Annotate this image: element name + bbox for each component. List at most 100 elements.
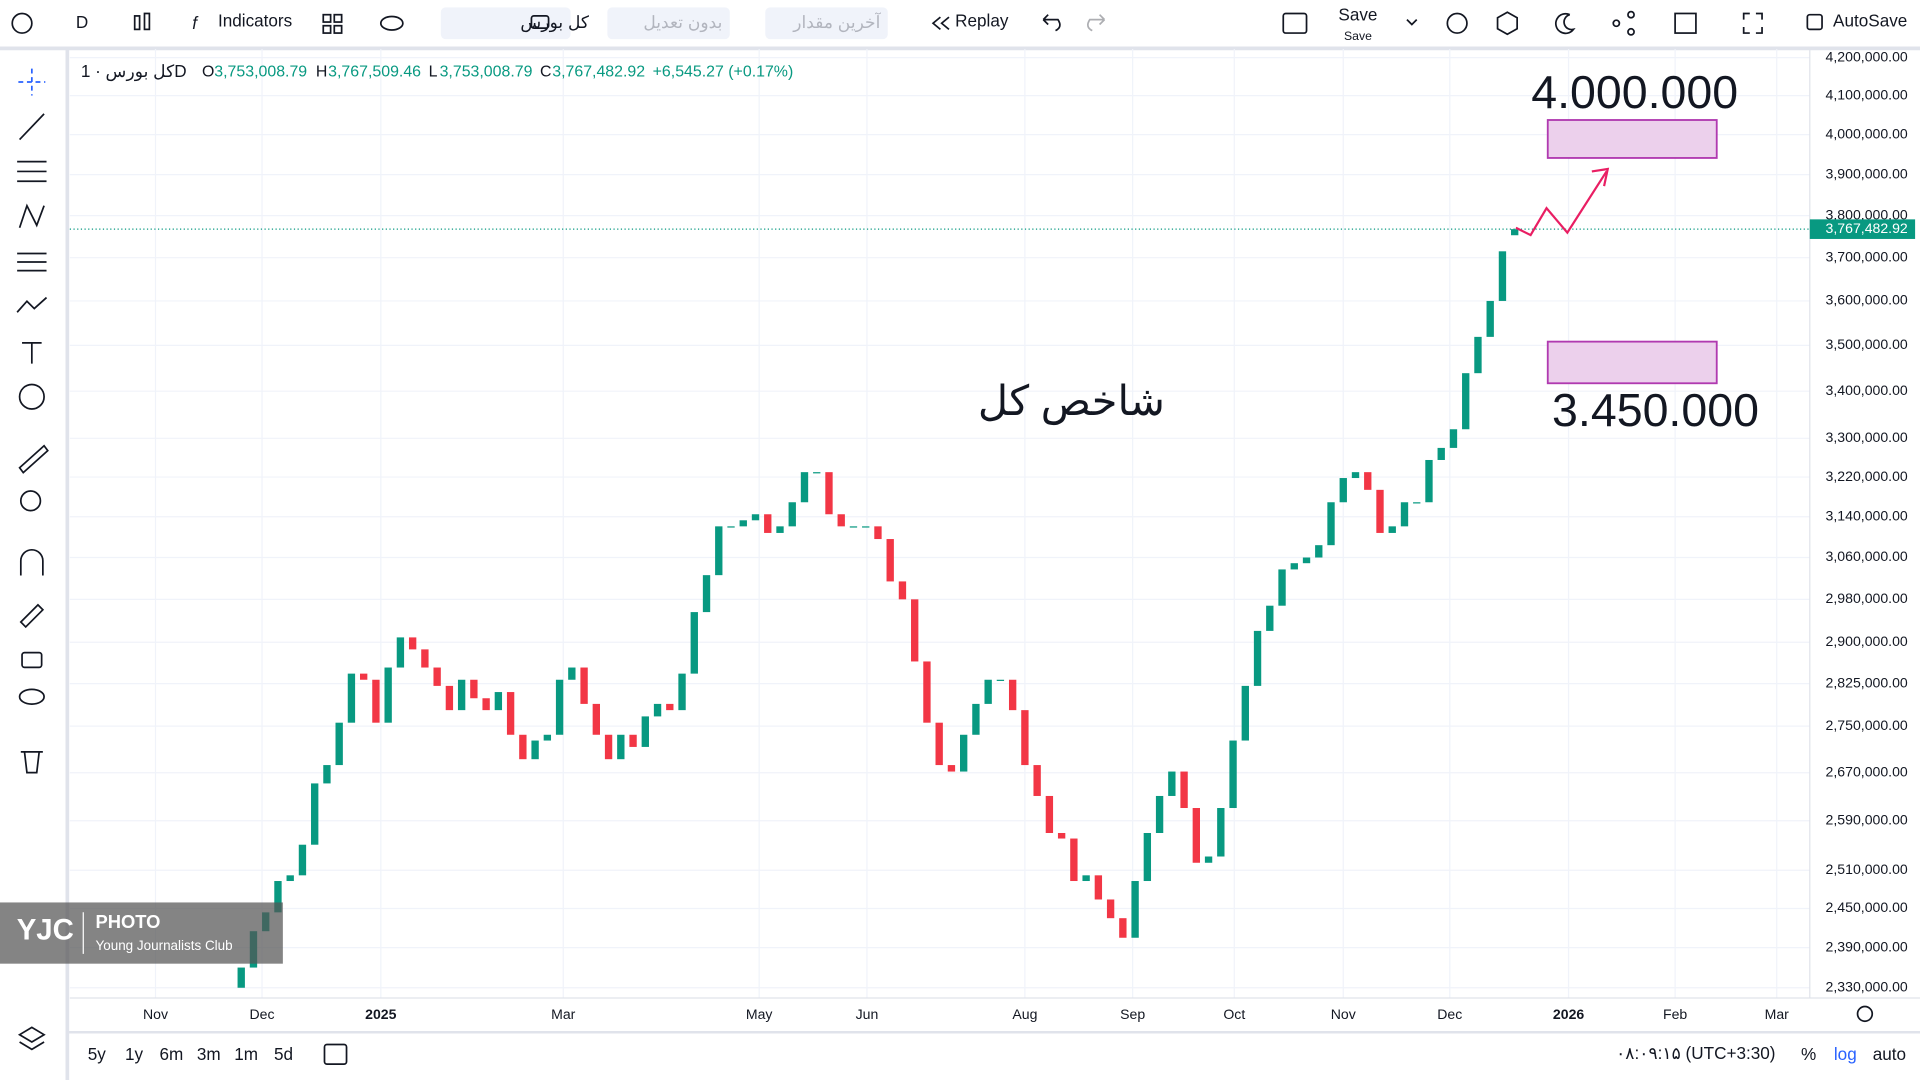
pattern-tool[interactable] [18, 203, 45, 229]
zoom-tool[interactable] [19, 490, 42, 512]
candle [592, 703, 600, 735]
save-button[interactable]: Save [1338, 4, 1377, 24]
candle [531, 740, 539, 760]
delete-tool[interactable] [20, 750, 43, 774]
visibility-icon[interactable] [379, 15, 404, 31]
share-button[interactable] [1612, 10, 1635, 36]
range-button[interactable]: 1y [125, 1044, 144, 1064]
percent-toggle[interactable]: % [1801, 1044, 1816, 1064]
candle [1437, 447, 1445, 460]
candle [1498, 251, 1507, 301]
candle [960, 734, 968, 772]
object-tree[interactable] [17, 1026, 46, 1051]
snapshot-button[interactable] [1674, 12, 1697, 34]
x-tick-label: Dec [250, 1006, 275, 1022]
log-toggle[interactable]: log [1834, 1044, 1857, 1064]
auto-toggle[interactable]: auto [1873, 1044, 1906, 1064]
save-menu[interactable] [1406, 18, 1418, 26]
range-button[interactable]: 5d [274, 1044, 293, 1064]
redo-button[interactable] [1086, 14, 1106, 32]
adjustment-select[interactable]: بدون تعدیل [643, 12, 722, 33]
fib-tool[interactable] [17, 160, 47, 183]
candle [1364, 472, 1372, 490]
candle [727, 526, 735, 528]
autosave-label: AutoSave [1833, 11, 1907, 31]
settings-button[interactable] [1496, 11, 1518, 36]
candle [1008, 679, 1017, 711]
candle [874, 526, 882, 540]
candle [1425, 459, 1433, 503]
candle [1413, 502, 1421, 504]
autosave-checkbox[interactable] [1806, 13, 1823, 31]
price-source-box[interactable] [765, 7, 888, 40]
replay-button[interactable]: Replay [955, 11, 1009, 31]
candle [923, 661, 931, 723]
magnet-tool[interactable] [19, 549, 44, 576]
support-box[interactable] [1546, 340, 1718, 385]
crosshair-tool[interactable] [18, 68, 46, 96]
text-tool[interactable] [22, 342, 42, 364]
legend-o: O [202, 63, 214, 80]
candle [788, 502, 796, 527]
lock-tool[interactable] [21, 651, 43, 669]
x-tick-label: Feb [1663, 1006, 1687, 1022]
add-symbol-icon[interactable] [11, 12, 33, 34]
projection-arrow[interactable] [1515, 170, 1608, 237]
range-button[interactable]: 5y [88, 1044, 107, 1064]
prediction-tool[interactable] [16, 296, 48, 313]
legend-symbol: کل بورس · 1D [81, 61, 187, 82]
undo-button[interactable] [1042, 14, 1061, 32]
layout-button[interactable] [1282, 12, 1308, 34]
legend-h: H [316, 63, 328, 80]
measure-tool[interactable] [18, 444, 49, 474]
x-tick-label: Jun [856, 1006, 879, 1022]
icon-tool[interactable] [18, 383, 45, 410]
y-tick-label: 3,500,000.00 [1826, 336, 1908, 352]
range-button[interactable]: 3m [197, 1044, 221, 1064]
range-button[interactable]: 6m [160, 1044, 184, 1064]
x-tick-label: Nov [143, 1006, 168, 1022]
interval-button[interactable]: D [76, 12, 88, 32]
candle [408, 637, 417, 650]
candle [972, 703, 980, 735]
support-label: 3.450.000 [1552, 384, 1759, 436]
alert-button[interactable] [1446, 12, 1468, 34]
theme-button[interactable] [1555, 12, 1576, 35]
candle [1106, 899, 1115, 919]
candle [702, 575, 711, 613]
indicators-button[interactable]: Indicators [218, 11, 292, 31]
candle [1082, 875, 1090, 882]
price-source-select[interactable]: آخرین مقدار [792, 11, 881, 33]
trendline-tool[interactable] [18, 113, 45, 141]
candle [604, 734, 613, 760]
replay-icon [931, 16, 950, 31]
x-tick-label: 2025 [365, 1006, 396, 1022]
watermark-photo: PHOTO [96, 911, 161, 932]
x-tick-label: Mar [551, 1006, 576, 1022]
x-tick-label: May [746, 1006, 774, 1022]
candle [323, 765, 331, 784]
goto-date-button[interactable] [323, 1043, 348, 1065]
range-button[interactable]: 1m [234, 1044, 258, 1064]
fullscreen-button[interactable] [1742, 12, 1763, 34]
candle [1168, 771, 1176, 796]
drawings: 4.000.000 3.450.000 شاخص کل [978, 66, 1759, 436]
y-tick-label: 2,590,000.00 [1826, 811, 1908, 827]
candle-type-icon[interactable] [133, 12, 151, 31]
axis-settings[interactable] [1856, 1005, 1874, 1023]
hide-tool[interactable] [18, 688, 45, 705]
templates-icon[interactable] [322, 13, 343, 34]
candle [690, 612, 698, 674]
candle [764, 514, 772, 533]
target-box[interactable] [1546, 119, 1718, 159]
drawing-mode-tool[interactable] [19, 603, 45, 629]
candle [1253, 630, 1262, 686]
candle [433, 667, 441, 686]
watermark-brand: YJC [17, 914, 74, 947]
adjustment-box[interactable] [607, 7, 730, 40]
legend-c: C [540, 63, 552, 80]
candle [274, 881, 282, 913]
forecast-tool[interactable] [17, 252, 47, 272]
x-tick-label: Oct [1223, 1006, 1245, 1022]
